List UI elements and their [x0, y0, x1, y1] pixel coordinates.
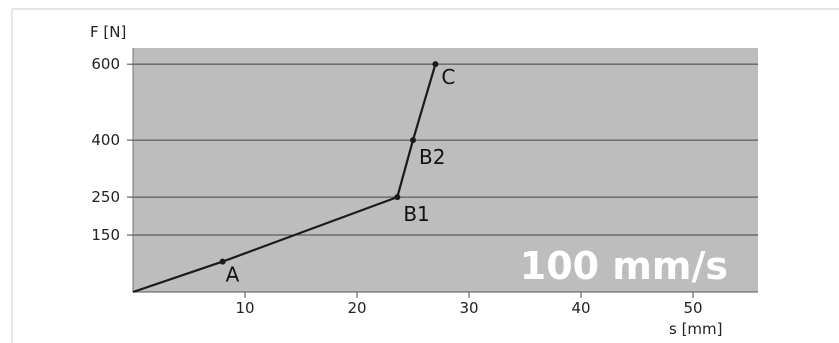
point-marker-a: [219, 258, 226, 265]
x-axis-ticks: 10 20 30 40 50: [235, 292, 703, 317]
x-tick-label: 50: [683, 299, 702, 317]
point-label-b2: B2: [419, 145, 445, 169]
y-tick-label: 600: [91, 55, 120, 73]
x-tick-label: 30: [459, 299, 478, 317]
y-axis-label: F [N]: [90, 23, 126, 41]
point-label-a: A: [226, 263, 240, 287]
plot-area: [133, 48, 758, 292]
y-tick-label: 150: [91, 226, 120, 244]
point-marker-c: [432, 61, 439, 68]
point-markers: A B1 B2 C: [219, 61, 455, 287]
point-marker-b2: [410, 137, 416, 144]
point-marker-b1: [394, 194, 401, 201]
axes: [132, 48, 758, 293]
y-tick-label: 250: [91, 188, 120, 206]
x-axis-label: s [mm]: [669, 320, 723, 338]
y-tick-label: 400: [91, 131, 120, 149]
point-label-c: C: [441, 65, 455, 89]
x-tick-label: 40: [571, 299, 590, 317]
speed-annotation: 100 mm/s: [520, 244, 728, 288]
point-label-b1: B1: [403, 202, 429, 226]
grid-lines: [133, 63, 758, 236]
x-tick-label: 10: [235, 299, 254, 317]
x-tick-label: 20: [347, 299, 366, 317]
y-axis-ticks: 150 250 400 600: [91, 55, 133, 244]
